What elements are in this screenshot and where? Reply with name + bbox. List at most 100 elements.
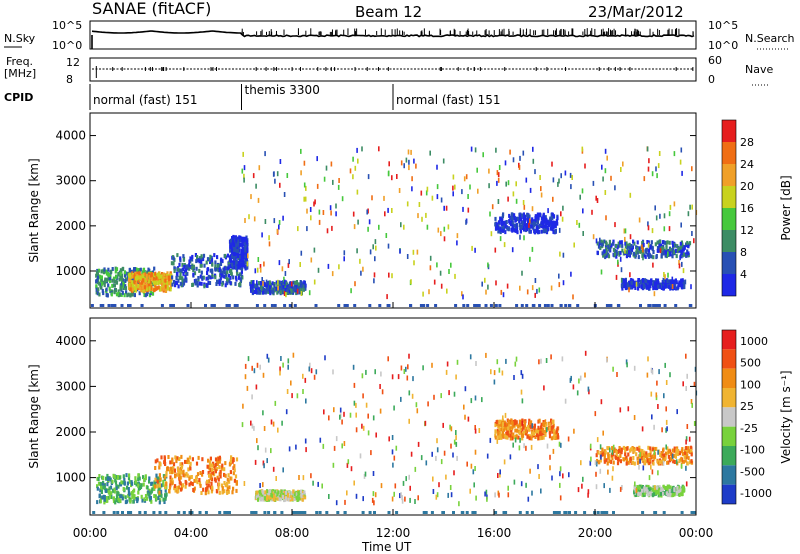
range-cell (106, 277, 109, 282)
range-cell (512, 191, 515, 197)
range-cell (494, 429, 497, 434)
range-cell (159, 498, 162, 503)
range-cell (570, 271, 572, 277)
range-cell (291, 497, 294, 501)
range-cell (204, 304, 207, 307)
range-cell (662, 277, 665, 282)
range-cell (148, 283, 151, 288)
range-cell (303, 511, 306, 514)
range-cell (157, 496, 160, 500)
range-cell (515, 198, 518, 204)
range-cell (211, 463, 214, 468)
range-cell (183, 473, 186, 478)
range-cell (403, 224, 405, 230)
range-cell (255, 495, 258, 500)
range-cell (642, 278, 645, 283)
range-cell (199, 263, 202, 268)
range-cell (620, 450, 623, 455)
range-cell (150, 481, 153, 486)
range-cell (576, 220, 578, 225)
range-cell (617, 259, 619, 265)
range-cell (641, 511, 645, 514)
range-cell (551, 212, 554, 217)
range-cell (241, 236, 244, 241)
range-cell (624, 448, 627, 453)
range-cell (145, 273, 148, 278)
range-cell (263, 494, 266, 498)
range-cell (142, 482, 145, 487)
range-cell (538, 359, 540, 365)
range-cell (685, 439, 687, 445)
y-tick-label: 1000 (55, 264, 86, 278)
range-cell (101, 304, 105, 307)
range-cell (647, 166, 650, 172)
range-cell (113, 283, 116, 288)
range-cell (690, 459, 693, 464)
range-cell (668, 226, 671, 232)
range-cell (288, 446, 291, 452)
range-cell (686, 240, 689, 245)
range-cell (552, 229, 555, 234)
range-cell (367, 430, 370, 436)
range-cell (169, 470, 172, 475)
range-cell (203, 263, 206, 268)
range-cell (221, 486, 224, 491)
range-cell (196, 255, 199, 259)
range-cell (529, 468, 531, 474)
range-cell (304, 438, 307, 444)
range-cell (685, 465, 687, 471)
range-cell (181, 276, 184, 281)
range-cell (584, 350, 587, 356)
range-cell (633, 415, 636, 420)
range-cell (532, 226, 535, 231)
range-cell (189, 256, 192, 261)
range-cell (268, 241, 271, 247)
range-cell (613, 252, 616, 257)
range-cell (205, 487, 208, 492)
range-cell (436, 438, 438, 444)
range-cell (672, 459, 675, 464)
range-cell (106, 498, 109, 503)
range-cell (357, 158, 359, 164)
range-cell (668, 211, 671, 217)
range-cell (176, 472, 179, 477)
range-cell (223, 472, 226, 477)
range-cell (186, 271, 189, 276)
range-cell (205, 283, 208, 288)
range-cell (299, 511, 303, 514)
range-cell (568, 472, 570, 478)
range-cell (160, 493, 163, 498)
range-cell (643, 450, 646, 455)
range-cell (106, 473, 109, 478)
range-cell (201, 470, 205, 474)
range-cell (446, 288, 448, 294)
range-cell (494, 492, 496, 498)
range-cell (299, 489, 303, 494)
range-cell (285, 292, 287, 298)
range-cell (507, 492, 510, 498)
range-cell (447, 224, 450, 230)
range-cell (353, 224, 356, 230)
range-cell (284, 288, 287, 292)
range-cell (649, 446, 652, 451)
range-cell (450, 426, 453, 432)
range-cell (338, 178, 340, 183)
range-cell (171, 275, 174, 280)
range-cell (182, 281, 186, 286)
colorbar-label: Power [dB] (779, 175, 793, 240)
range-cell (644, 454, 647, 459)
range-cell (648, 282, 651, 287)
range-cell (504, 435, 507, 440)
range-cell (673, 151, 676, 157)
range-cell (501, 218, 504, 223)
range-cell (626, 245, 629, 250)
range-cell (168, 281, 171, 286)
range-cell (365, 402, 368, 408)
range-cell (599, 237, 601, 243)
range-cell (131, 494, 134, 499)
range-cell (410, 149, 412, 155)
range-cell (615, 450, 618, 455)
range-cell (522, 431, 525, 435)
range-cell (103, 497, 106, 502)
range-cell (682, 381, 684, 387)
